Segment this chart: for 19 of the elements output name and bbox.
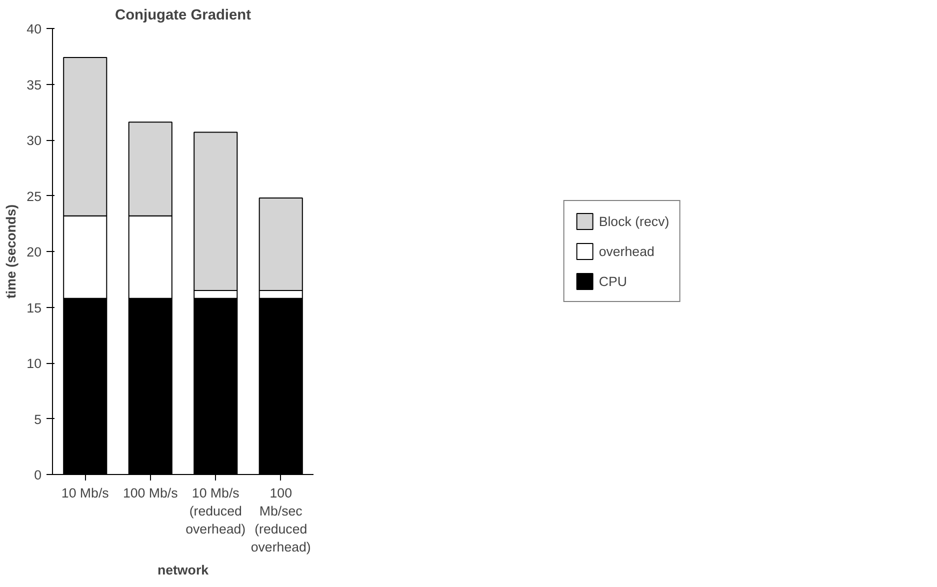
y-tick-label: 40 xyxy=(26,22,42,36)
chart-title: Conjugate Gradient xyxy=(115,8,252,24)
x-tick-label: 100 Mb/s xyxy=(122,486,178,500)
y-tick-label: 15 xyxy=(26,300,42,316)
x-tick-label: 10 Mb/s (reduced overhead) xyxy=(186,486,246,536)
y-tick-label: 35 xyxy=(26,77,42,92)
x-tick-label: 100 Mb/sec (reduced overhead) xyxy=(250,486,311,554)
legend-label: Block (recv) xyxy=(598,214,670,228)
y-tick-label: 20 xyxy=(26,244,42,260)
y-tick-label: 5 xyxy=(34,412,42,427)
legend-label: overhead xyxy=(598,244,654,258)
x-tick-label: 10 Mb/s xyxy=(61,486,110,500)
y-tick-label: 10 xyxy=(26,356,42,371)
legend-label: CPU xyxy=(598,274,627,288)
y-tick-label: 25 xyxy=(26,188,42,204)
y-tick-label: 30 xyxy=(26,133,42,148)
y-tick-label: 0 xyxy=(34,468,42,482)
x-axis-title: network xyxy=(157,562,210,578)
y-axis-title: time (seconds) xyxy=(4,204,19,299)
